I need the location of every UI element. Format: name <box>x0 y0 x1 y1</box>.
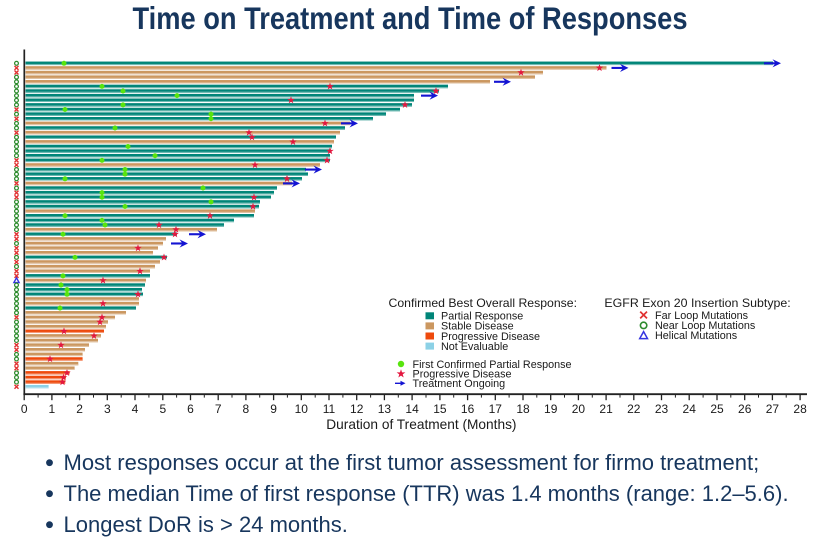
svg-text:7: 7 <box>215 402 222 416</box>
svg-text:Near Loop Mutations: Near Loop Mutations <box>655 320 756 332</box>
svg-text:27: 27 <box>766 402 780 416</box>
svg-text:20: 20 <box>572 402 586 416</box>
svg-text:11: 11 <box>323 402 336 416</box>
svg-text:25: 25 <box>710 402 724 416</box>
svg-text:Duration of Treatment (Months): Duration of Treatment (Months) <box>326 417 516 432</box>
svg-text:8: 8 <box>243 402 250 416</box>
svg-text:Stable Disease: Stable Disease <box>441 321 514 333</box>
svg-text:4: 4 <box>132 402 139 416</box>
svg-text:28: 28 <box>793 402 807 416</box>
svg-text:Confirmed Best Overall Respons: Confirmed Best Overall Response: <box>389 296 578 310</box>
svg-text:Treatment Ongoing: Treatment Ongoing <box>413 378 506 390</box>
svg-text:22: 22 <box>627 402 641 416</box>
svg-text:9: 9 <box>270 402 277 416</box>
svg-text:3: 3 <box>104 402 111 416</box>
svg-text:EGFR Exon 20 Insertion Subtype: EGFR Exon 20 Insertion Subtype: <box>604 296 790 310</box>
svg-text:Not Evaluable: Not Evaluable <box>441 341 508 353</box>
svg-text:Longest DoR is > 24 months.: Longest DoR is > 24 months. <box>64 512 348 537</box>
svg-text:17: 17 <box>489 402 503 416</box>
svg-text:Partial Response: Partial Response <box>441 311 523 323</box>
svg-text:5: 5 <box>159 402 166 416</box>
svg-text:Far Loop Mutations: Far Loop Mutations <box>655 310 749 322</box>
svg-text:First Confirmed Partial Respon: First Confirmed Partial Response <box>413 359 572 371</box>
svg-text:23: 23 <box>655 402 669 416</box>
svg-text:24: 24 <box>683 402 697 416</box>
svg-text:10: 10 <box>295 402 309 416</box>
svg-text:6: 6 <box>187 402 194 416</box>
svg-text:Progressive Disease: Progressive Disease <box>413 369 512 381</box>
svg-text:Helical Mutations: Helical Mutations <box>655 330 738 342</box>
svg-text:12: 12 <box>350 402 364 416</box>
svg-text:14: 14 <box>405 402 419 416</box>
svg-text:0: 0 <box>21 402 28 416</box>
svg-text:19: 19 <box>544 402 558 416</box>
svg-text:15: 15 <box>433 402 447 416</box>
svg-text:Most responses occur at the fi: Most responses occur at the first tumor … <box>64 450 760 475</box>
svg-text:The median Time of first respo: The median Time of first response (TTR) … <box>64 481 789 506</box>
svg-text:16: 16 <box>461 402 475 416</box>
svg-text:Time on Treatment and Time of: Time on Treatment and Time of Responses <box>133 0 688 36</box>
svg-text:21: 21 <box>599 402 613 416</box>
svg-text:1: 1 <box>49 402 56 416</box>
svg-text:26: 26 <box>738 402 752 416</box>
svg-text:13: 13 <box>378 402 392 416</box>
svg-text:2: 2 <box>76 402 83 416</box>
svg-text:Progressive Disease: Progressive Disease <box>441 331 540 343</box>
svg-text:18: 18 <box>516 402 530 416</box>
